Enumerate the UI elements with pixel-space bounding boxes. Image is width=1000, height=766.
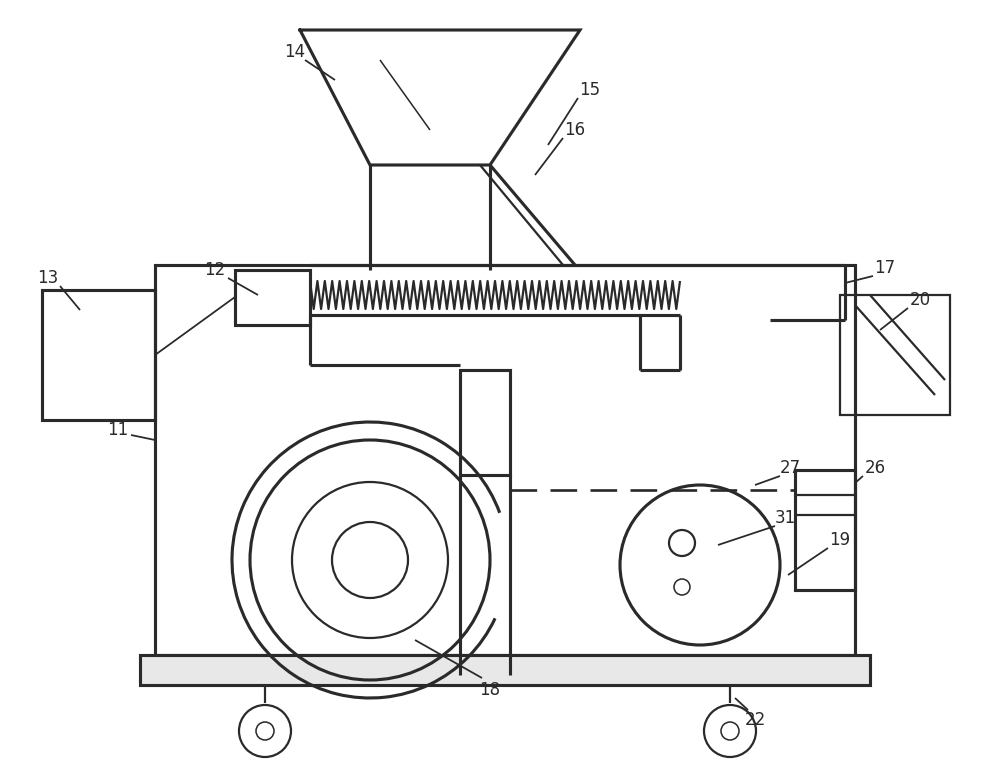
Text: 11: 11 bbox=[107, 421, 129, 439]
Text: 27: 27 bbox=[779, 459, 801, 477]
Bar bbox=[460, 370, 510, 475]
Bar bbox=[140, 655, 870, 685]
Bar bbox=[840, 295, 950, 415]
Text: 13: 13 bbox=[37, 269, 59, 287]
Bar bbox=[235, 270, 310, 325]
Text: 17: 17 bbox=[874, 259, 896, 277]
Text: 14: 14 bbox=[284, 43, 306, 61]
Text: 15: 15 bbox=[579, 81, 601, 99]
Text: 20: 20 bbox=[909, 291, 931, 309]
Bar bbox=[42, 290, 155, 420]
Text: 16: 16 bbox=[564, 121, 586, 139]
Text: 12: 12 bbox=[204, 261, 226, 279]
Text: 22: 22 bbox=[744, 711, 766, 729]
Text: 31: 31 bbox=[774, 509, 796, 527]
Bar bbox=[795, 470, 855, 590]
Text: 19: 19 bbox=[829, 531, 851, 549]
Text: 18: 18 bbox=[479, 681, 501, 699]
Bar bbox=[155, 265, 855, 655]
Text: 26: 26 bbox=[864, 459, 886, 477]
